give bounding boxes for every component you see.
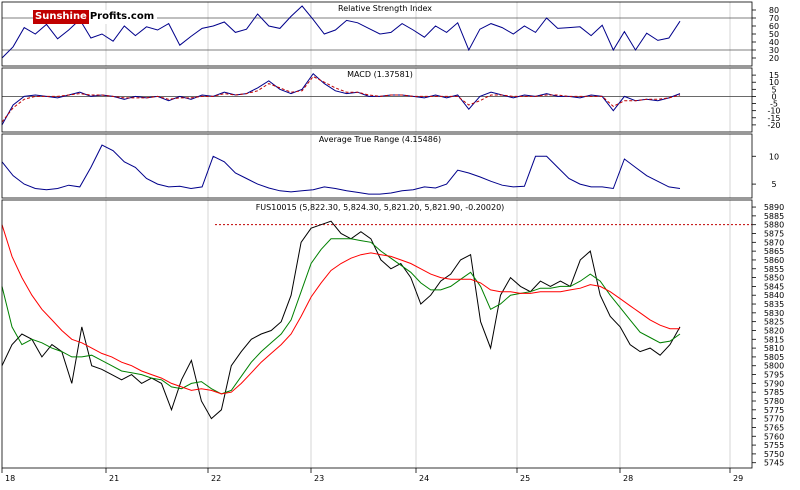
price-ytick-label: 5810 bbox=[764, 344, 784, 353]
x-axis-label: 28 bbox=[623, 474, 633, 483]
price-ytick-label: 5760 bbox=[764, 432, 784, 441]
atr-title: Average True Range (4.15486) bbox=[319, 135, 441, 144]
macd-ytick-label: 15 bbox=[769, 71, 779, 80]
price-ytick-label: 5890 bbox=[764, 203, 784, 212]
macd-ytick-label: -20 bbox=[767, 121, 780, 130]
atr-series-0 bbox=[1, 144, 681, 195]
price-ytick-label: 5765 bbox=[764, 423, 784, 432]
macd-panel-frame bbox=[1, 67, 753, 133]
price-ytick-label: 5875 bbox=[764, 230, 784, 239]
price-ytick-label: 5775 bbox=[764, 406, 784, 415]
price-ytick-label: 5750 bbox=[764, 450, 784, 459]
macd-ytick-label: 5 bbox=[771, 85, 776, 94]
macd-ytick-label: 0 bbox=[771, 92, 776, 101]
price-ytick-label: 5745 bbox=[764, 459, 784, 468]
macd-series-1 bbox=[1, 75, 681, 123]
x-axis-label: 18 bbox=[5, 474, 15, 483]
macd-ytick-label: -5 bbox=[770, 100, 778, 109]
price-ytick-label: 5805 bbox=[764, 353, 784, 362]
price-ytick-label: 5800 bbox=[764, 362, 784, 371]
rsi-ytick-label: 70 bbox=[769, 14, 779, 23]
macd-title: MACD (1.37581) bbox=[347, 70, 413, 79]
price-ytick-label: 5845 bbox=[764, 282, 784, 291]
price-ytick-label: 5770 bbox=[764, 415, 784, 424]
price-ytick-label: 5855 bbox=[764, 265, 784, 274]
price-ytick-label: 5885 bbox=[764, 212, 784, 221]
x-axis-label: 25 bbox=[520, 474, 530, 483]
frame-layer bbox=[1, 1, 756, 473]
price-ytick-label: 5755 bbox=[764, 441, 784, 450]
price-ytick-label: 5795 bbox=[764, 371, 784, 380]
price-ytick-label: 5880 bbox=[764, 221, 784, 230]
atr-ytick-label: 5 bbox=[771, 180, 776, 189]
price-ytick-label: 5820 bbox=[764, 326, 784, 335]
rsi-ytick-label: 30 bbox=[769, 46, 779, 55]
x-axis-label: 22 bbox=[211, 474, 221, 483]
rsi-ytick-label: 20 bbox=[769, 54, 779, 63]
macd-ytick-label: 10 bbox=[769, 78, 779, 87]
price-ytick-label: 5850 bbox=[764, 274, 784, 283]
price-ytick-label: 5815 bbox=[764, 335, 784, 344]
price-series-0 bbox=[1, 220, 681, 420]
price-ytick-label: 5785 bbox=[764, 388, 784, 397]
series-layer bbox=[1, 5, 681, 420]
rsi-title: Relative Strength Index bbox=[338, 4, 432, 13]
atr-panel-frame bbox=[1, 133, 753, 199]
logo-part-sunshine: Sunshine bbox=[33, 10, 89, 24]
price-ytick-label: 5865 bbox=[764, 247, 784, 256]
atr-ytick-label: 10 bbox=[769, 152, 779, 161]
price-ytick-label: 5830 bbox=[764, 309, 784, 318]
logo-part-profits: Profits.com bbox=[88, 10, 158, 24]
rsi-ytick-label: 50 bbox=[769, 30, 779, 39]
rsi-series-0 bbox=[1, 5, 681, 59]
x-axis-label: 24 bbox=[419, 474, 429, 483]
price-ytick-label: 5860 bbox=[764, 256, 784, 265]
price-ytick-label: 5780 bbox=[764, 397, 784, 406]
price-title: FUS10015 (5,822.30, 5,824.30, 5,821.20, … bbox=[256, 203, 505, 212]
rsi-panel-frame bbox=[1, 1, 753, 67]
price-series-2 bbox=[1, 224, 680, 395]
rsi-ytick-label: 60 bbox=[769, 22, 779, 31]
sunshine-profits-logo: Sunshine Profits.com bbox=[33, 10, 158, 24]
rsi-ytick-label: 40 bbox=[769, 38, 779, 47]
x-axis-label: 29 bbox=[733, 474, 743, 483]
macd-ytick-label: -10 bbox=[767, 107, 780, 116]
rsi-ytick-label: 80 bbox=[769, 6, 779, 15]
x-axis-label: 21 bbox=[109, 474, 119, 483]
price-ytick-label: 5870 bbox=[764, 238, 784, 247]
macd-ytick-label: -15 bbox=[767, 114, 780, 123]
price-ytick-label: 5790 bbox=[764, 379, 784, 388]
x-axis-label: 23 bbox=[314, 474, 324, 483]
price-ytick-label: 5825 bbox=[764, 318, 784, 327]
text-layer: Relative Strength Index MACD (1.37581) A… bbox=[5, 4, 784, 483]
price-ytick-label: 5840 bbox=[764, 291, 784, 300]
price-panel-frame bbox=[1, 199, 753, 469]
price-series-1 bbox=[1, 238, 681, 395]
price-ytick-label: 5835 bbox=[764, 300, 784, 309]
